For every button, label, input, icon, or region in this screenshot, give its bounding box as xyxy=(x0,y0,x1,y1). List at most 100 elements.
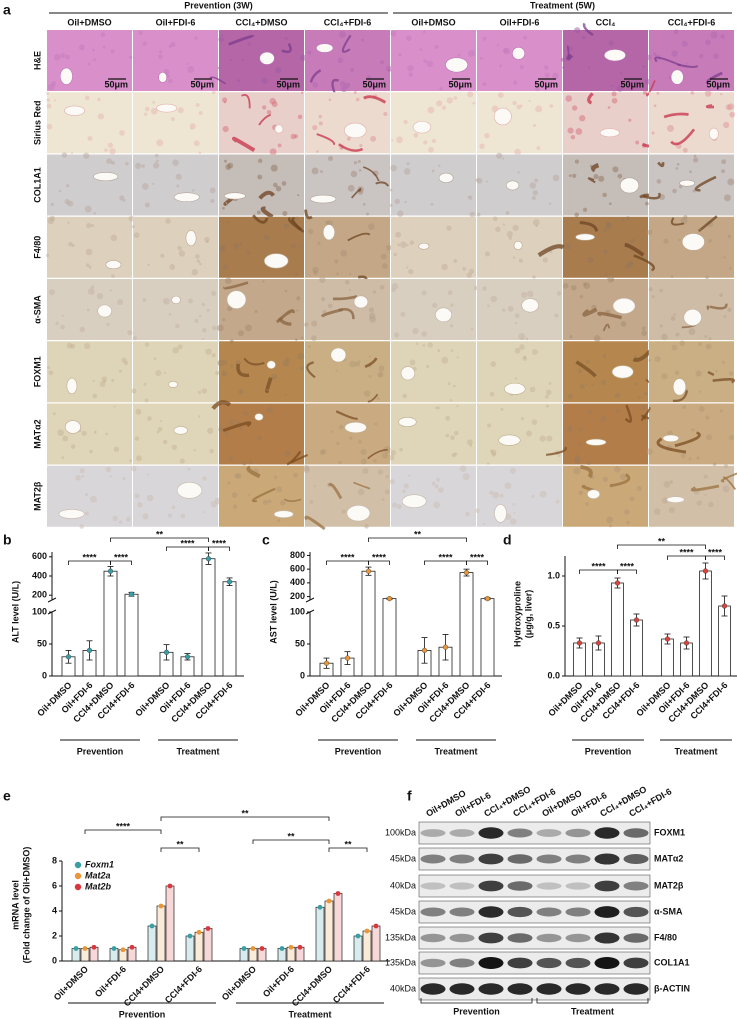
texture xyxy=(606,516,614,524)
texture xyxy=(427,342,433,348)
texture xyxy=(303,466,310,474)
texture xyxy=(175,323,180,329)
texture xyxy=(389,479,395,485)
texture xyxy=(436,100,443,107)
texture xyxy=(391,139,394,142)
texture xyxy=(227,162,234,169)
texture xyxy=(194,318,199,323)
texture xyxy=(398,53,402,57)
vessel xyxy=(612,297,636,314)
vessel xyxy=(254,413,264,421)
texture xyxy=(276,486,283,493)
texture xyxy=(336,441,340,446)
texture xyxy=(705,39,711,46)
scale-bar-label: 50μm xyxy=(534,79,558,89)
texture xyxy=(134,493,140,499)
fibrosis-streak xyxy=(670,128,696,146)
texture xyxy=(531,419,538,425)
texture xyxy=(84,511,89,516)
texture xyxy=(552,72,559,80)
fibrosis-streak xyxy=(646,80,656,97)
significance-label: **** xyxy=(116,821,131,831)
fibrosis-streak xyxy=(705,104,715,109)
fibrosis-streak xyxy=(258,113,272,126)
protein-label: F4/80 xyxy=(654,932,677,942)
micrograph-field xyxy=(133,30,218,91)
texture xyxy=(475,178,479,182)
texture xyxy=(651,295,655,299)
texture xyxy=(271,373,278,380)
fibrosis-streak xyxy=(353,481,371,490)
fibrosis-streak xyxy=(251,487,276,503)
marker-label: 45kDa xyxy=(390,853,416,863)
texture xyxy=(192,189,195,192)
texture xyxy=(211,90,216,95)
row-label: MATα2 xyxy=(32,419,42,448)
texture xyxy=(628,118,632,122)
texture xyxy=(347,184,355,192)
fibrosis-streak xyxy=(545,446,567,456)
texture xyxy=(134,162,142,170)
bar-dot xyxy=(421,647,428,654)
texture xyxy=(153,357,157,361)
texture xyxy=(659,324,663,328)
band xyxy=(565,882,591,890)
vessel xyxy=(168,381,178,388)
bar xyxy=(382,598,397,677)
bar-dot xyxy=(633,617,640,623)
texture xyxy=(558,454,561,458)
bar xyxy=(147,925,157,962)
protein-label: β-ACTIN xyxy=(654,983,690,993)
texture xyxy=(693,157,699,163)
texture xyxy=(614,392,621,398)
texture xyxy=(370,135,377,142)
texture xyxy=(194,78,202,86)
texture xyxy=(653,104,657,108)
bar-dot xyxy=(196,929,202,935)
texture xyxy=(105,466,112,473)
texture xyxy=(350,67,355,72)
texture xyxy=(560,57,566,62)
texture xyxy=(532,123,537,127)
vessel xyxy=(435,307,452,323)
micrograph-field xyxy=(305,341,390,403)
vessel xyxy=(521,298,539,313)
texture xyxy=(257,174,263,180)
texture xyxy=(389,203,393,207)
group-label: Prevention xyxy=(453,1006,500,1016)
texture xyxy=(680,453,686,459)
texture xyxy=(468,49,475,57)
group-label: Prevention xyxy=(335,746,382,756)
texture xyxy=(381,452,389,459)
texture xyxy=(651,131,655,135)
texture xyxy=(641,330,647,337)
x-tick-label: Oil+DMSO xyxy=(52,964,90,1002)
fibrosis-streak xyxy=(690,484,720,492)
micrograph xyxy=(133,153,218,216)
texture xyxy=(615,408,620,413)
texture xyxy=(153,162,160,169)
texture xyxy=(309,500,314,504)
texture xyxy=(593,335,601,342)
texture xyxy=(575,128,583,135)
texture xyxy=(52,412,56,416)
texture xyxy=(127,329,133,336)
texture xyxy=(673,29,679,35)
panel-label: b xyxy=(3,532,12,548)
y-tick-label: 0 xyxy=(300,670,305,680)
texture xyxy=(395,231,402,238)
texture xyxy=(125,516,131,522)
texture xyxy=(49,289,55,296)
texture xyxy=(277,143,282,148)
texture xyxy=(527,290,534,298)
fibrosis-streak xyxy=(537,244,565,258)
micrograph xyxy=(563,464,648,528)
texture xyxy=(447,290,453,295)
bar xyxy=(333,893,343,962)
texture xyxy=(65,184,70,188)
texture xyxy=(299,366,304,371)
fibrosis-streak xyxy=(278,317,292,326)
significance-label: ** xyxy=(176,839,184,849)
texture xyxy=(111,274,115,278)
scale-bar-label: 50μm xyxy=(362,79,386,89)
